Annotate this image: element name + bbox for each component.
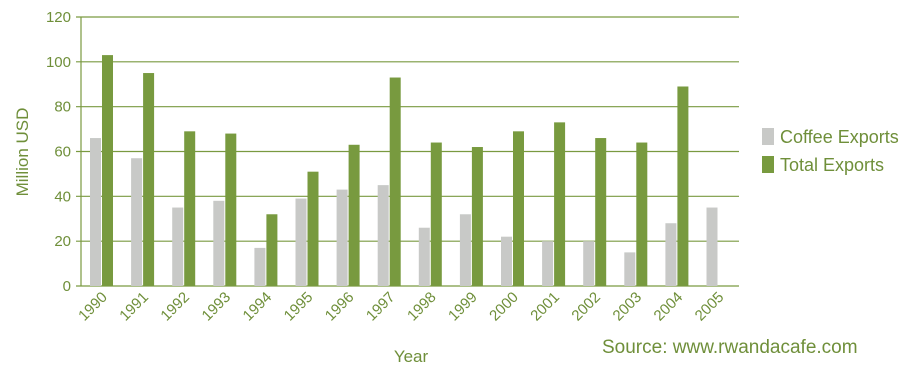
coffee-exports-bar bbox=[254, 247, 266, 286]
x-tick-label: 1997 bbox=[363, 289, 399, 325]
x-tick-label: 1998 bbox=[404, 289, 440, 325]
legend-label-total: Total Exports bbox=[780, 155, 884, 175]
x-tick-label: 1995 bbox=[281, 289, 317, 325]
total-exports-bar bbox=[595, 138, 607, 286]
x-tick-label: 1994 bbox=[240, 289, 276, 325]
x-tick-label: 2005 bbox=[692, 289, 728, 325]
coffee-exports-bar bbox=[583, 241, 595, 286]
source-note: Source: www.rwandacafe.com bbox=[602, 337, 858, 358]
y-tick-label: 60 bbox=[54, 144, 71, 161]
total-exports-bar bbox=[430, 142, 442, 286]
coffee-exports-bar bbox=[90, 138, 101, 286]
coffee-exports-bar bbox=[706, 207, 718, 286]
x-tick-label: 1991 bbox=[116, 289, 152, 325]
coffee-exports-bar bbox=[213, 200, 225, 286]
total-exports-bar bbox=[677, 86, 689, 286]
coffee-exports-bar bbox=[665, 223, 677, 286]
x-tick-label: 2003 bbox=[610, 289, 646, 325]
x-axis-ticks: 1990 1991 1992 1993 1994 1995 1996 1997 1998 1999… bbox=[75, 289, 727, 325]
total-exports-bar bbox=[143, 73, 155, 287]
coffee-exports-bar bbox=[131, 158, 143, 286]
total-exports-bar bbox=[513, 131, 524, 286]
total-exports-bar bbox=[471, 147, 483, 286]
y-tick-label: 20 bbox=[54, 233, 71, 250]
coffee-exports-bar bbox=[459, 214, 471, 286]
total-exports-bar bbox=[389, 77, 401, 287]
legend-label-coffee: Coffee Exports bbox=[780, 127, 899, 147]
x-tick-label: 2002 bbox=[568, 289, 604, 325]
total-exports-bar bbox=[554, 122, 566, 286]
x-tick-label: 2000 bbox=[486, 289, 522, 325]
coffee-exports-bar bbox=[336, 189, 348, 286]
total-exports-bar bbox=[266, 214, 278, 286]
total-exports-bar bbox=[102, 55, 113, 286]
y-tick-label: 100 bbox=[46, 54, 71, 71]
legend-swatch-coffee bbox=[762, 128, 774, 145]
y-tick-label: 0 bbox=[63, 278, 71, 295]
total-exports-bar bbox=[636, 142, 648, 286]
x-tick-label: 1996 bbox=[322, 289, 358, 325]
y-axis-title: Million USD bbox=[13, 108, 32, 197]
y-tick-label: 80 bbox=[54, 99, 71, 116]
x-axis-title: Year bbox=[394, 347, 429, 366]
x-tick-label: 1999 bbox=[445, 289, 481, 325]
bars bbox=[90, 55, 718, 287]
total-exports-bar bbox=[225, 133, 237, 286]
coffee-exports-bar bbox=[501, 236, 512, 286]
x-tick-label: 1992 bbox=[157, 289, 193, 325]
legend: Coffee Exports Total Exports bbox=[762, 127, 899, 175]
coffee-exports-bar bbox=[377, 185, 389, 286]
coffee-exports-bar bbox=[172, 207, 184, 286]
x-tick-label: 1990 bbox=[75, 289, 111, 325]
y-axis-ticks: 0 20 40 60 80 100 120 bbox=[46, 9, 71, 295]
y-tick-label: 120 bbox=[46, 9, 71, 26]
coffee-exports-bar bbox=[295, 198, 307, 286]
x-tick-label: 2004 bbox=[651, 289, 687, 325]
x-tick-label: 1993 bbox=[199, 289, 235, 325]
x-tick-label: 2001 bbox=[527, 289, 563, 325]
total-exports-bar bbox=[307, 171, 319, 286]
total-exports-bar bbox=[348, 144, 360, 286]
coffee-exports-bar bbox=[418, 227, 430, 286]
legend-swatch-total bbox=[762, 156, 774, 173]
coffee-exports-bar bbox=[624, 252, 636, 286]
y-tick-label: 40 bbox=[54, 188, 71, 205]
total-exports-bar bbox=[184, 131, 196, 286]
coffee-exports-bar bbox=[542, 241, 554, 286]
